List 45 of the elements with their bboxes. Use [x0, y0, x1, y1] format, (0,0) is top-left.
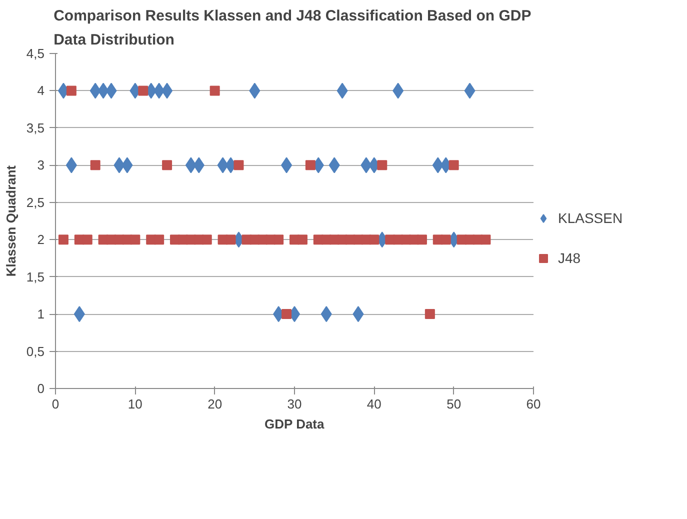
y-tick-label: 0,5 — [26, 344, 45, 359]
y-tick-label: 4 — [37, 83, 45, 98]
point — [210, 86, 220, 96]
point — [202, 234, 212, 245]
y-tick-label: 3,5 — [26, 120, 45, 136]
point — [416, 234, 427, 245]
y-tick-label: 3 — [37, 158, 45, 173]
point — [90, 160, 100, 170]
legend-label: J48 — [558, 250, 581, 266]
chart-title: Comparison Results Klassen and J48 Classification Based on GDP Data Distribution — [54, 8, 532, 48]
point — [82, 234, 92, 245]
y-axis-title: Klassen Quadrant — [3, 164, 18, 277]
point — [138, 86, 148, 96]
point — [154, 234, 164, 245]
point — [377, 160, 388, 170]
y-tick-label: 2,5 — [26, 194, 45, 210]
point — [369, 234, 380, 245]
x-tick-label: 30 — [287, 396, 302, 412]
y-tick-label: 1 — [37, 306, 45, 322]
y-tick-label: 4,5 — [26, 46, 45, 61]
y-tick-label: 0 — [37, 381, 45, 396]
x-tick-label: 60 — [526, 396, 541, 412]
point — [226, 234, 236, 245]
point — [66, 86, 76, 96]
x-axis-title: GDP Data — [264, 416, 326, 432]
x-tick-label: 40 — [366, 396, 382, 412]
legend-label: KLASSEN — [558, 210, 623, 226]
point — [440, 234, 451, 245]
x-tick-label: 10 — [128, 396, 142, 412]
point — [162, 160, 172, 170]
point — [424, 309, 435, 320]
x-tick-label: 50 — [446, 396, 462, 412]
y-tick-label: 2 — [37, 232, 45, 248]
point — [282, 309, 292, 320]
point — [130, 234, 140, 245]
point — [58, 234, 68, 245]
point — [448, 160, 459, 170]
point — [234, 160, 244, 170]
point — [305, 160, 316, 170]
point — [297, 234, 308, 245]
point — [274, 234, 284, 245]
x-tick-label: 0 — [52, 396, 60, 412]
point — [480, 234, 491, 245]
x-tick-label: 20 — [208, 396, 222, 412]
y-tick-label: 1,5 — [26, 269, 45, 284]
